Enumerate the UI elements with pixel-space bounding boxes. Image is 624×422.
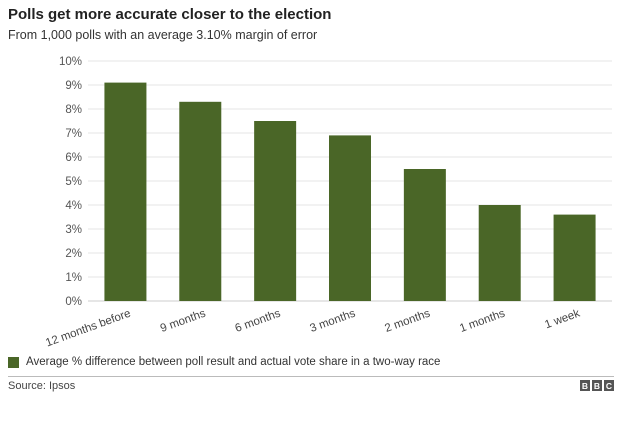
source-note: Source: Ipsos xyxy=(8,380,76,392)
y-tick-label: 2% xyxy=(65,248,82,260)
bar xyxy=(553,214,596,301)
y-tick-label: 8% xyxy=(65,104,82,116)
x-tick-label: 2 months xyxy=(383,307,432,335)
y-tick-label: 4% xyxy=(65,200,82,212)
y-tick-label: 1% xyxy=(65,272,82,284)
logo-letter: B xyxy=(592,380,602,391)
y-tick-label: 6% xyxy=(65,152,82,164)
y-tick-label: 0% xyxy=(65,296,82,308)
x-tick-label: 9 months xyxy=(159,307,208,335)
bar xyxy=(179,101,222,301)
bar xyxy=(104,82,147,301)
x-tick-label: 6 months xyxy=(234,307,283,335)
x-tick-label: 1 months xyxy=(458,307,507,335)
legend-label: Average % difference between poll result… xyxy=(26,356,441,368)
x-tick-label: 3 months xyxy=(308,307,357,335)
bar xyxy=(254,121,297,301)
legend: Average % difference between poll result… xyxy=(8,356,440,368)
bar-chart: 0% 1% 2% 3% 4% 5% 6% 7% 8% 9% 10% 12 months before 9… xyxy=(44,56,612,350)
legend-swatch xyxy=(8,356,19,368)
logo-letter: B xyxy=(580,380,590,391)
y-tick-label: 7% xyxy=(65,128,82,140)
y-tick-label: 5% xyxy=(65,176,82,188)
divider xyxy=(8,376,614,377)
y-tick-label: 9% xyxy=(65,80,82,92)
chart-title: Polls get more accurate closer to the el… xyxy=(8,6,332,23)
bar xyxy=(478,205,521,301)
y-tick-label: 10% xyxy=(59,56,82,68)
x-tick-label: 1 week xyxy=(543,307,582,331)
y-tick-label: 3% xyxy=(65,224,82,236)
bbc-logo: B B C xyxy=(580,380,614,391)
x-tick-label: 12 months before xyxy=(44,308,132,350)
bar xyxy=(329,135,371,301)
logo-letter: C xyxy=(604,380,614,391)
bar xyxy=(403,169,446,301)
chart-subtitle: From 1,000 polls with an average 3.10% m… xyxy=(8,28,318,42)
